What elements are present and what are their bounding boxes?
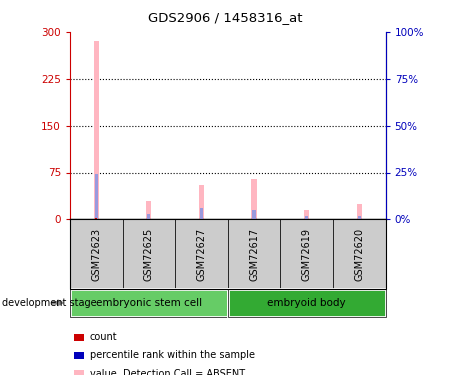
Text: embryonic stem cell: embryonic stem cell: [96, 298, 202, 308]
Text: GSM72625: GSM72625: [144, 227, 154, 280]
Text: GSM72623: GSM72623: [91, 228, 101, 280]
Bar: [94, 41, 99, 219]
Bar: [305, 216, 308, 219]
Text: GSM72620: GSM72620: [354, 228, 364, 280]
Bar: [200, 208, 203, 219]
Text: GSM72627: GSM72627: [197, 227, 207, 280]
Text: count: count: [90, 333, 117, 342]
Bar: [252, 179, 257, 219]
Text: embryoid body: embryoid body: [267, 298, 346, 308]
Text: GSM72619: GSM72619: [302, 228, 312, 280]
Text: value, Detection Call = ABSENT: value, Detection Call = ABSENT: [90, 369, 245, 375]
Bar: [95, 218, 97, 219]
Bar: [147, 214, 151, 219]
Bar: [304, 210, 309, 219]
Text: GDS2906 / 1458316_at: GDS2906 / 1458316_at: [148, 11, 303, 24]
Bar: [357, 204, 362, 219]
Text: GSM72617: GSM72617: [249, 228, 259, 280]
Bar: [199, 185, 204, 219]
Bar: [358, 216, 361, 219]
Text: development stage: development stage: [2, 298, 97, 308]
Text: percentile rank within the sample: percentile rank within the sample: [90, 351, 255, 360]
Bar: [253, 210, 256, 219]
Bar: [146, 201, 152, 219]
Bar: [95, 174, 98, 219]
